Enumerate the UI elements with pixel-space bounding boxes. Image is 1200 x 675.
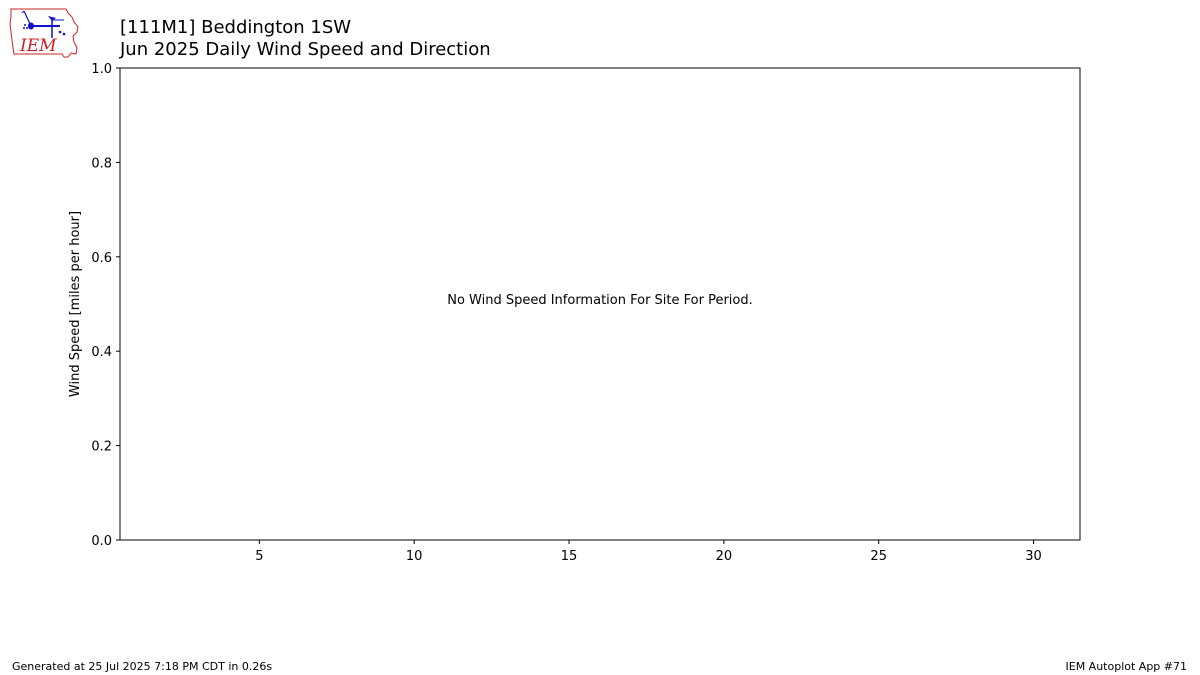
x-tick-label: 5 [255, 549, 263, 564]
plot-area-frame [119, 67, 1081, 541]
x-tick-label: 30 [1025, 549, 1042, 564]
axis-ticks: 5 10 15 20 25 30 0.0 0.2 0.4 0.6 0.8 1.0 [91, 62, 1042, 564]
no-data-annotation: No Wind Speed Information For Site For P… [447, 293, 753, 308]
y-tick-label: 0.0 [91, 534, 112, 549]
y-axis-label: Wind Speed [miles per hour] [68, 211, 83, 397]
x-tick-label: 10 [406, 549, 423, 564]
title-line-1: [111M1] Beddington 1SW [120, 17, 352, 38]
logo-text: IEM [19, 36, 57, 56]
y-tick-label: 0.2 [91, 440, 112, 455]
app-label: IEM Autoplot App #71 [1065, 660, 1188, 673]
chart-title: [111M1] Beddington 1SW Jun 2025 Daily Wi… [120, 17, 491, 61]
x-tick-label: 20 [716, 549, 733, 564]
generated-timestamp: Generated at 25 Jul 2025 7:18 PM CDT in … [12, 660, 273, 673]
iem-logo: IEM [9, 8, 79, 58]
y-tick-label: 0.8 [91, 156, 112, 171]
y-tick-label: 0.6 [91, 251, 112, 266]
y-tick-label: 0.4 [91, 345, 112, 360]
weather-station-icon [21, 10, 66, 38]
x-tick-label: 15 [561, 549, 578, 564]
x-tick-label: 25 [870, 549, 887, 564]
y-tick-label: 1.0 [91, 62, 112, 77]
iowa-state-outline [9, 8, 79, 58]
title-line-2: Jun 2025 Daily Wind Speed and Direction [120, 39, 491, 60]
